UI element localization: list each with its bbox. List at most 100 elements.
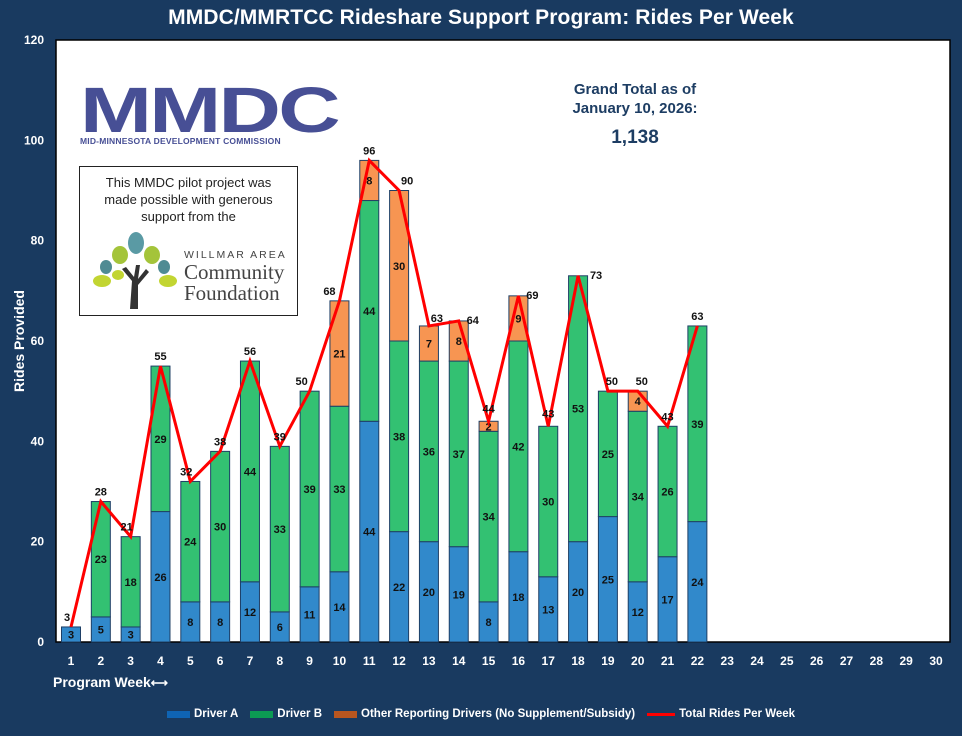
double-arrow-icon: ⟷ [150, 676, 168, 690]
segment-label: 3 [128, 629, 134, 641]
x-tick-label: 27 [840, 654, 854, 668]
segment-label: 11 [304, 609, 316, 621]
segment-label: 25 [602, 574, 614, 586]
x-tick-label: 28 [870, 654, 884, 668]
legend-swatch-other [334, 710, 358, 718]
segment-label: 23 [95, 554, 107, 566]
segment-label: 9 [515, 313, 521, 325]
segment-label: 44 [363, 306, 376, 318]
x-tick-label: 7 [247, 654, 254, 668]
segment-label: 8 [456, 336, 462, 348]
legend-item-driver-a: Driver A [166, 708, 239, 720]
total-label: 50 [636, 376, 648, 388]
total-label: 63 [431, 313, 443, 325]
total-label: 63 [691, 311, 703, 323]
segment-label: 8 [366, 175, 372, 187]
legend-swatch-driver-a [166, 710, 190, 718]
segment-label: 26 [661, 487, 673, 499]
segment-label: 24 [691, 577, 704, 589]
y-tick-label: 40 [31, 434, 45, 448]
total-rides-line [69, 157, 699, 628]
foundation-name: Community Foundation [184, 262, 284, 304]
legend-item-other: Other Reporting Drivers (No Supplement/S… [334, 708, 635, 720]
legend-label-other: Other Reporting Drivers (No Supplement/S… [361, 708, 636, 720]
segment-label: 18 [512, 592, 524, 604]
segment-label: 18 [125, 577, 137, 589]
segment-label: 12 [632, 607, 644, 619]
x-tick-label: 18 [571, 654, 585, 668]
total-label: 64 [467, 315, 480, 327]
segment-label: 36 [423, 446, 435, 458]
y-tick-label: 120 [24, 33, 44, 47]
segment-label: 20 [423, 587, 435, 599]
legend-label-driver-a: Driver A [193, 708, 239, 720]
x-axis-label: Program Week⟷ [53, 674, 168, 690]
total-label: 55 [154, 351, 166, 363]
segment-label: 8 [217, 617, 223, 629]
tree-icon [93, 232, 177, 309]
chart-title: MMDC/MMRTCC Rideshare Support Program: R… [168, 6, 794, 29]
foundation-name-small: WILLMAR AREA [184, 249, 287, 261]
sponsor-text-line: This MMDC pilot project was [105, 175, 272, 190]
segment-label: 33 [333, 484, 345, 496]
segment-label: 30 [393, 261, 405, 273]
segment-label: 19 [453, 589, 465, 601]
legend: Driver A Driver B Other Reporting Driver… [0, 708, 962, 720]
total-label: 96 [363, 145, 375, 157]
y-tick-label: 80 [31, 234, 45, 248]
legend-label-total: Total Rides Per Week [679, 708, 796, 720]
x-tick-label: 8 [276, 654, 283, 668]
sponsor-text-line: support from the [141, 209, 236, 224]
total-label: 90 [401, 176, 413, 188]
mmdc-logo: MMDC MID-MINNESOTA DEVELOPMENT COMMISSIO… [80, 84, 341, 146]
segment-label: 12 [244, 607, 256, 619]
segment-label: 8 [187, 617, 193, 629]
x-tick-label: 19 [601, 654, 615, 668]
x-tick-label: 29 [899, 654, 913, 668]
total-label: 50 [606, 376, 618, 388]
segment-label: 53 [572, 404, 584, 416]
x-tick-label: 22 [691, 654, 705, 668]
segment-label: 44 [244, 466, 257, 478]
segment-label: 30 [542, 497, 554, 509]
foundation-name-line: Foundation [184, 281, 280, 305]
x-axis-label-text: Program Week [53, 674, 151, 690]
x-tick-label: 11 [363, 654, 376, 668]
segment-label: 21 [333, 349, 345, 361]
segment-label: 14 [333, 602, 346, 614]
x-tick-label: 5 [187, 654, 194, 668]
segment-label: 7 [426, 339, 432, 351]
x-tick-label: 24 [750, 654, 764, 668]
grand-total-label-line: Grand Total as of [573, 81, 697, 98]
x-tick-label: 12 [392, 654, 406, 668]
mmdc-logo-subtitle: MID-MINNESOTA DEVELOPMENT COMMISSION [80, 136, 281, 146]
segment-label: 6 [277, 622, 283, 634]
total-label: 38 [214, 436, 226, 448]
y-tick-label: 60 [31, 334, 45, 348]
x-tick-label: 3 [127, 654, 134, 668]
segment-label: 13 [542, 604, 554, 616]
x-tick-label: 1 [68, 654, 75, 668]
segment-label: 20 [572, 587, 584, 599]
legend-swatch-driver-b [250, 710, 274, 718]
x-tick-label: 23 [721, 654, 735, 668]
legend-line-total [647, 712, 676, 716]
legend-item-total: Total Rides Per Week [647, 708, 795, 720]
x-tick-label: 20 [631, 654, 645, 668]
x-axis-ticks: 1 2 3 4 5 6 7 8 9 10 11 12 13 14 15 16 17 18 19 20 21 22 23 24 2… [68, 654, 943, 668]
x-tick-label: 16 [512, 654, 526, 668]
community-foundation-logo: WILLMAR AREA Community Foundation [88, 229, 288, 311]
mmdc-logo-mark: MMDC [80, 84, 341, 134]
sponsor-text: This MMDC pilot project was made possibl… [80, 174, 297, 225]
segment-label: 17 [661, 594, 673, 606]
grand-total-annotation: Grand Total as of January 10, 2026: 1,13… [548, 80, 722, 149]
y-tick-label: 20 [31, 535, 45, 549]
total-label: 73 [590, 270, 602, 282]
segment-label: 25 [602, 449, 614, 461]
segment-label: 3 [68, 629, 74, 641]
x-tick-label: 15 [482, 654, 496, 668]
total-label: 69 [526, 290, 538, 302]
segment-label: 39 [691, 419, 703, 431]
